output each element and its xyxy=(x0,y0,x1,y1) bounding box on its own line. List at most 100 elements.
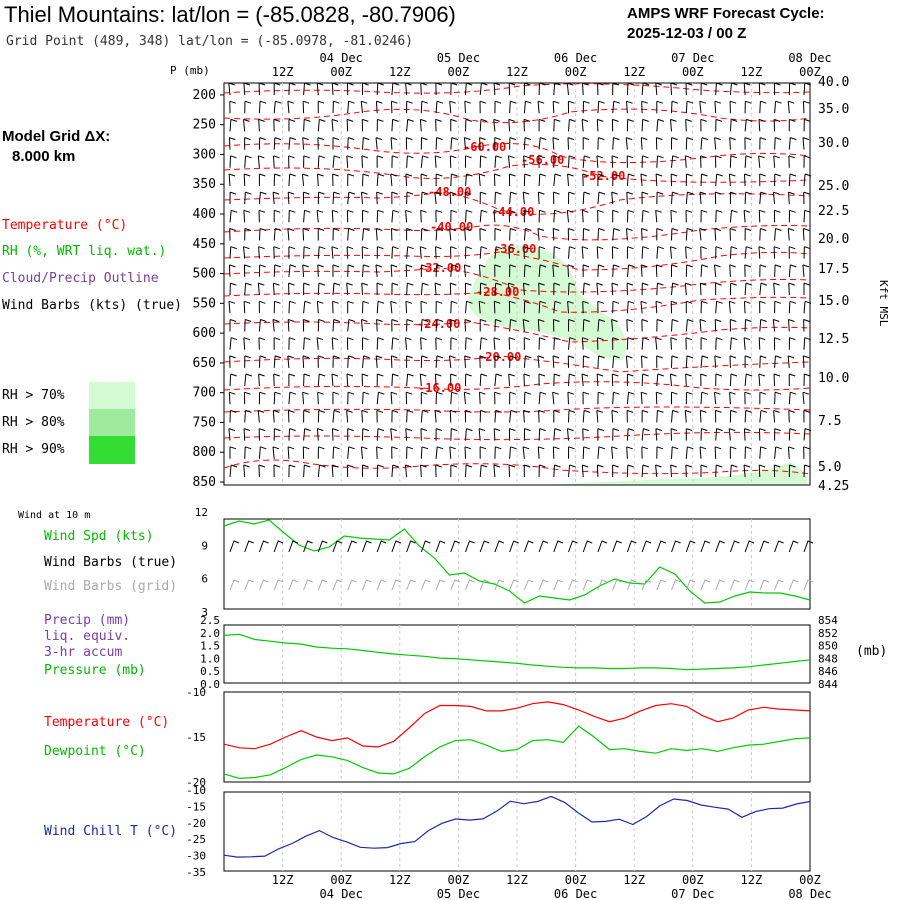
wind-barb xyxy=(361,319,368,332)
wind-barb xyxy=(759,173,766,187)
wind-barb xyxy=(332,173,339,187)
wind-barb xyxy=(479,319,487,332)
wind-barb xyxy=(244,155,252,168)
wind-barb xyxy=(773,246,781,259)
wind-barb xyxy=(228,173,236,187)
wind-barb xyxy=(391,337,399,350)
grid-wind-barb xyxy=(774,579,784,591)
wind-barb xyxy=(317,264,324,277)
wind-barb xyxy=(390,173,397,187)
wind-barb xyxy=(464,191,472,205)
wind-barb xyxy=(479,409,487,423)
wind-barb xyxy=(597,337,604,350)
wind-barb xyxy=(508,118,515,132)
legend-rh90-label: RH > 90% xyxy=(2,442,65,457)
wind-barb xyxy=(788,337,796,350)
pressure-tick-right: 854 xyxy=(818,614,838,627)
wind-barb xyxy=(449,282,457,296)
wind-barb xyxy=(465,300,473,314)
wind-barb xyxy=(758,337,766,350)
wind-barb xyxy=(405,173,413,187)
wind-barb xyxy=(640,300,648,314)
wind-barb xyxy=(655,428,663,441)
wind-barb xyxy=(788,173,797,187)
wind-barb xyxy=(302,319,310,332)
wind-barb xyxy=(774,137,782,150)
wind-barb xyxy=(699,319,707,332)
wind-barb xyxy=(759,428,766,441)
wind-barb xyxy=(788,264,797,277)
pressure-line xyxy=(223,633,811,671)
wind-barb xyxy=(420,300,428,314)
wind-barb xyxy=(523,391,532,405)
wind-barb xyxy=(700,209,708,223)
wind-barb xyxy=(626,282,634,296)
wind-barb xyxy=(243,118,250,132)
temperature-contour-line xyxy=(223,355,811,373)
wind-barb xyxy=(523,246,531,259)
wind-barb xyxy=(362,464,369,477)
grid-wind-barb xyxy=(788,579,799,591)
wind-barb xyxy=(773,209,781,223)
pressure-tick-label: 750 xyxy=(193,415,216,430)
wind-barb xyxy=(774,428,781,441)
wind-barb xyxy=(744,155,753,168)
wind-barb xyxy=(803,373,811,387)
top-hour-label: 00Z xyxy=(799,65,821,79)
wind-barb xyxy=(700,173,708,187)
wind-barb xyxy=(803,155,811,168)
wind-barb xyxy=(303,428,311,441)
wind-barb xyxy=(228,391,236,405)
wind-barb xyxy=(670,300,678,314)
wind-barb xyxy=(699,191,707,205)
wind-barb xyxy=(331,82,339,96)
wind-barb xyxy=(434,409,442,423)
wind-barb xyxy=(361,118,369,132)
wind-barb xyxy=(449,191,457,205)
wind-barb xyxy=(288,155,295,168)
wind-barb xyxy=(376,191,383,205)
wind-barb xyxy=(508,82,516,96)
wind-barb xyxy=(625,137,633,150)
wind-barb xyxy=(596,409,603,423)
wind-barb xyxy=(229,100,236,114)
wind-barb xyxy=(375,264,383,277)
wind-barb xyxy=(302,446,310,459)
wind-barb xyxy=(626,228,633,241)
precip-tick: 0.0 xyxy=(200,678,220,691)
wind-barb xyxy=(759,100,767,114)
wind-barb xyxy=(626,300,635,314)
wind-barb xyxy=(508,373,515,387)
wind-barb xyxy=(229,155,237,168)
wind-barb xyxy=(376,464,384,478)
wind-barb xyxy=(508,246,515,259)
kft-tick-label: 15.0 xyxy=(818,294,849,309)
wind-barb xyxy=(509,300,516,314)
temperature-contour-line xyxy=(223,321,811,343)
wind-barb xyxy=(553,428,561,441)
wind-barb xyxy=(612,300,620,314)
wind-barb xyxy=(390,300,397,314)
wind-barb xyxy=(243,82,251,96)
wind-barb xyxy=(272,409,280,423)
temperature-contour-label: -56.00 xyxy=(521,153,564,167)
wind-barb xyxy=(273,100,282,114)
wind-barb xyxy=(728,300,736,314)
wind-barb xyxy=(465,373,472,387)
wind-barb xyxy=(788,118,796,132)
wind-barb xyxy=(435,118,442,132)
legend-wind-chill: Wind Chill T (°C) xyxy=(44,824,178,839)
wind-barb xyxy=(464,282,472,296)
wind-barb xyxy=(449,155,457,168)
wind-barb xyxy=(317,155,326,168)
wind-barb xyxy=(582,137,590,150)
wind-barb xyxy=(346,246,354,259)
wind-barb xyxy=(479,282,487,296)
wind-barb xyxy=(611,155,619,168)
wind-barb xyxy=(729,82,738,96)
wind-barb xyxy=(375,100,383,114)
wind-barb xyxy=(258,82,266,96)
wind-barb xyxy=(788,373,796,387)
surface-wind-barb xyxy=(553,540,563,553)
precip-tick: 0.5 xyxy=(200,665,220,678)
